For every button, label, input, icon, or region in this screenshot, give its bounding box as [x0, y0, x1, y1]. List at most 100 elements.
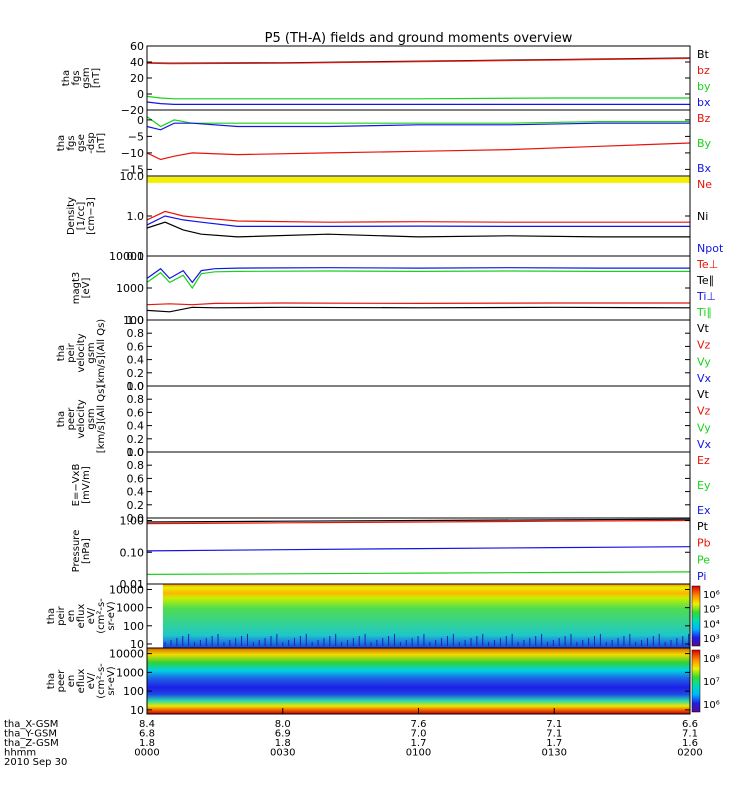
legend-entry: Ey: [697, 479, 711, 492]
series-pressure-0: [146, 518, 691, 523]
panel-frame: [146, 175, 691, 257]
y-axis-label: tha: [46, 608, 57, 624]
y-axis-label: peer: [66, 407, 77, 431]
series-fgs-gse-0: [146, 142, 691, 161]
series-pressure-3: [146, 571, 691, 576]
y-axis-label: (cm²-s-: [96, 663, 107, 699]
legend-entry: Ex: [697, 504, 711, 517]
y-tick-label: 40: [130, 56, 144, 69]
y-axis-label: gsm: [81, 67, 92, 88]
y-axis-label: [nT]: [91, 68, 102, 88]
x-annotation-value: 6.9: [275, 729, 291, 740]
y-tick-label: 0.6: [127, 406, 145, 419]
x-annotation-value: 7.1: [546, 719, 562, 730]
series-magt3-0: [146, 267, 690, 284]
y-tick-label: 1.0: [127, 380, 145, 393]
colorbar-label: 10⁷: [703, 677, 720, 688]
panel-frame: [146, 319, 691, 387]
panel-frame: [146, 109, 691, 177]
legend-entry: Ez: [697, 454, 710, 467]
y-tick-label: 100: [123, 620, 144, 633]
panel-peer-eflux: 10000 1000 100 10 tha peer en eflux eV/(cm²-s-sr…: [46, 647, 720, 717]
x-annotation-value: 0100: [406, 748, 431, 759]
y-axis-label: peir: [56, 605, 67, 625]
y-axis-label: Density: [66, 197, 77, 235]
y-tick-label: 1.0: [127, 210, 145, 223]
panel-frame: [146, 45, 691, 111]
y-axis-label: tha: [61, 70, 72, 86]
y-tick-label: 10: [130, 638, 144, 651]
y-tick-label: 0.2: [127, 367, 145, 380]
x-annotation-value: 0200: [677, 748, 702, 759]
colorbar-label: 10⁴: [703, 619, 720, 630]
y-tick-label: 1.0: [127, 314, 145, 327]
y-axis-label: [mV/m]: [81, 466, 92, 504]
x-annotation-value: 0000: [134, 748, 159, 759]
legend-entry: bz: [697, 64, 710, 77]
y-axis-label: [nPa]: [81, 538, 92, 564]
legend-entry: Bz: [697, 112, 711, 125]
y-axis-label: sr-eV): [106, 666, 117, 695]
y-axis-label: fgs: [66, 135, 77, 150]
panel-pressure: 1.00 0.10 0.01 Pressure [nPa] Pt Pb Pe Pi: [71, 515, 711, 591]
series-magt3-3: [146, 306, 691, 313]
legend-entry: Pb: [697, 537, 711, 550]
y-tick-label: 0.01: [120, 578, 145, 591]
y-axis-label: [1/cc]: [76, 202, 87, 231]
y-axis-label: [nT]: [96, 133, 107, 153]
panel-frame: [146, 385, 691, 453]
x-annotation-value: 6.8: [139, 729, 155, 740]
y-axis-label: peir: [66, 342, 77, 362]
legend-entry: Vx: [697, 438, 712, 451]
y-tick-label: 10000: [109, 648, 144, 661]
y-tick-label: 0.0: [127, 512, 145, 525]
y-axis-label: tha: [46, 673, 57, 689]
x-annotation-value: 8.0: [275, 719, 291, 730]
panel-frame: [146, 255, 691, 321]
y-tick-label: 0.4: [127, 354, 145, 367]
y-tick-label: 0.0: [127, 446, 145, 459]
legend-entry: Pe: [697, 553, 710, 566]
x-annotation-value: 1.8: [275, 738, 291, 749]
series-fgs-gsm-3: [146, 101, 690, 106]
y-tick-label: 100: [123, 314, 144, 327]
y-axis-label: tha: [56, 411, 67, 427]
y-axis-label: (cm²-s-: [96, 598, 107, 634]
legend-entry: Te⊥: [696, 258, 718, 271]
panel-fgs-gsm: 60 40 20 0 −20 tha fgs gsm [nT] Bt bz by bx: [61, 40, 711, 117]
legend-entry: Vy: [697, 355, 711, 368]
y-axis-label: eV/: [86, 607, 97, 624]
legend-entry: Vz: [697, 405, 711, 418]
x-annotation-value: 7.1: [546, 729, 562, 740]
y-tick-label: 10: [130, 704, 144, 717]
legend-entry: Vz: [697, 339, 711, 352]
series-pressure-2: [146, 546, 691, 552]
y-axis-label: magt3: [71, 272, 82, 305]
y-tick-label: 60: [130, 40, 144, 53]
series-pressure-1: [146, 519, 691, 525]
series-magt3-1: [146, 270, 690, 290]
y-axis-label: velocity: [76, 399, 87, 438]
y-tick-label: 1000: [116, 282, 144, 295]
y-axis-label: eV/: [86, 672, 97, 689]
legend-entry: Ti∥: [696, 306, 712, 319]
legend-entry: By: [697, 137, 712, 150]
y-tick-label: 1.00: [120, 515, 145, 528]
series-fgs-gsm-2: [146, 95, 690, 100]
x-axis-date: 2010 Sep 30: [4, 757, 67, 768]
x-annotation-label: tha_Y-GSM: [4, 729, 57, 740]
y-tick-label: 0.0: [127, 380, 145, 393]
y-axis-label: [cm−3]: [86, 197, 97, 235]
y-axis-label: E=−VxB: [71, 464, 82, 507]
legend-entry: Ti⊥: [696, 290, 716, 303]
y-axis-label: tha: [56, 345, 67, 361]
x-annotation-value: 7.6: [411, 719, 427, 730]
ion-spectrogram: [162, 584, 690, 648]
y-tick-label: −5: [128, 130, 144, 143]
x-annotation-value: 8.4: [139, 719, 155, 730]
x-annotation-value: 0130: [542, 748, 567, 759]
